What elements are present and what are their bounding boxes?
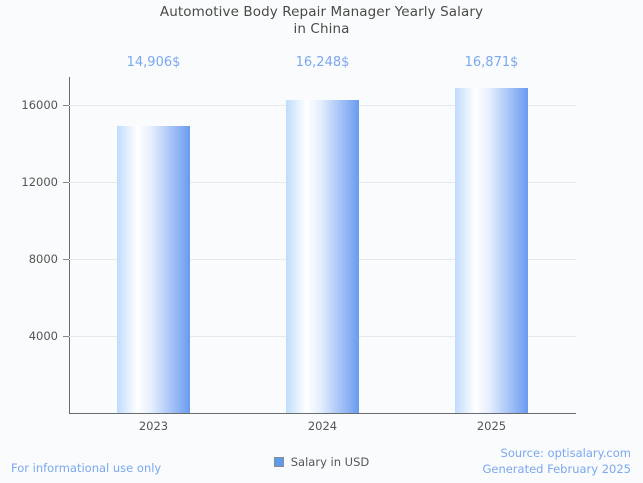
- chart-title: Automotive Body Repair Manager Yearly Sa…: [0, 4, 643, 38]
- x-axis-tick-label-2024: 2024: [307, 419, 338, 433]
- x-axis-tick-label-2025: 2025: [476, 419, 507, 433]
- y-axis-line: [69, 77, 70, 414]
- chart-title-line-1: Automotive Body Repair Manager Yearly Sa…: [159, 4, 484, 20]
- y-axis-tick: [63, 105, 69, 106]
- legend-item-salary-in-usd[interactable]: Salary in USD: [273, 455, 370, 469]
- bar-2023[interactable]: [117, 126, 190, 413]
- legend-swatch-icon: [273, 457, 284, 467]
- chart-title-line-2: in China: [293, 21, 350, 37]
- y-axis-tick: [63, 259, 69, 260]
- x-axis-line: [69, 413, 576, 414]
- y-axis-tick-label: 16000: [21, 98, 58, 112]
- y-axis-tick: [63, 336, 69, 337]
- bar-2025[interactable]: [455, 88, 528, 413]
- bar-2024[interactable]: [286, 100, 359, 413]
- bar-value-label-2023: 14,906$: [126, 55, 181, 70]
- y-axis-tick-label: 8000: [28, 252, 58, 266]
- y-axis-tick-label: 12000: [21, 175, 58, 189]
- footer-source-block: Source: optisalary.com Generated Februar…: [482, 446, 631, 477]
- footer-source: Source: optisalary.com: [500, 446, 631, 460]
- footer-disclaimer: For informational use only: [11, 461, 162, 475]
- y-axis-tick: [63, 182, 69, 183]
- bar-value-label-2025: 16,871$: [464, 55, 519, 70]
- footer-generated: Generated February 2025: [482, 461, 631, 476]
- y-axis-tick-label: 4000: [28, 329, 58, 343]
- bar-value-label-2024: 16,248$: [295, 55, 350, 70]
- x-axis-tick-label-2023: 2023: [138, 419, 169, 433]
- legend-item-label: Salary in USD: [290, 455, 370, 469]
- chart-legend: Salary in USD: [0, 455, 643, 470]
